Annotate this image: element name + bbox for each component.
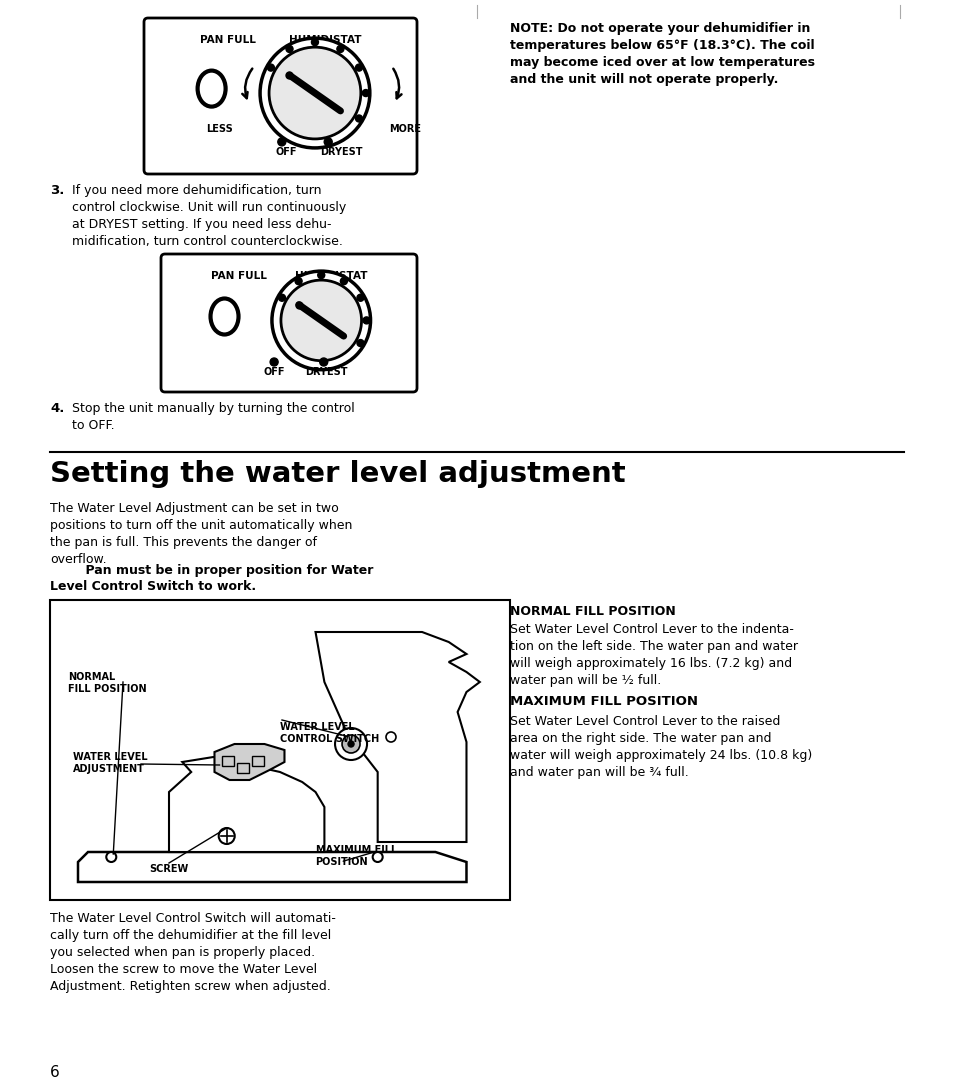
Circle shape [342,735,359,753]
Circle shape [278,295,285,301]
FancyBboxPatch shape [222,756,234,766]
Text: NOTE: Do not operate your dehumidifier in
temperatures below 65°F (18.3°C). The : NOTE: Do not operate your dehumidifier i… [510,22,814,86]
Circle shape [280,281,361,360]
Text: 4.: 4. [50,402,64,415]
Text: Setting the water level adjustment: Setting the water level adjustment [50,460,625,488]
Text: Pan must be in proper position for Water: Pan must be in proper position for Water [68,564,373,577]
Text: NORMAL FILL POSITION: NORMAL FILL POSITION [510,605,675,618]
Text: The Water Level Adjustment can be set in two
positions to turn off the unit auto: The Water Level Adjustment can be set in… [50,502,352,566]
Circle shape [317,272,324,278]
Circle shape [218,828,234,844]
Circle shape [294,277,302,285]
Circle shape [356,340,364,346]
Circle shape [356,295,364,301]
Circle shape [260,38,370,148]
Circle shape [336,45,343,53]
Text: Stop the unit manually by turning the control
to OFF.: Stop the unit manually by turning the co… [71,402,355,432]
Polygon shape [315,632,479,842]
Circle shape [340,277,347,285]
Text: MORE: MORE [389,124,420,134]
Text: WATER LEVEL
ADJUSTMENT: WATER LEVEL ADJUSTMENT [73,752,148,774]
Circle shape [311,39,318,45]
Text: OFF: OFF [274,147,296,158]
FancyBboxPatch shape [253,756,264,766]
Text: PAN FULL: PAN FULL [199,35,255,45]
Text: DRYEST: DRYEST [320,147,362,158]
Text: Set Water Level Control Lever to the raised
area on the right side. The water pa: Set Water Level Control Lever to the rai… [510,715,811,779]
Text: LESS: LESS [206,124,233,134]
Text: Level Control Switch to work.: Level Control Switch to work. [50,581,255,593]
Circle shape [324,138,332,146]
Text: PAN FULL: PAN FULL [212,271,267,281]
Text: MAXIMUM FILL
POSITION: MAXIMUM FILL POSITION [315,846,396,868]
Circle shape [106,852,116,862]
Circle shape [348,741,354,747]
Text: OFF: OFF [263,368,285,378]
FancyBboxPatch shape [161,254,416,392]
Text: MAXIMUM FILL POSITION: MAXIMUM FILL POSITION [510,695,698,708]
Circle shape [373,852,382,862]
Text: WATER LEVEL
CONTROL SWITCH: WATER LEVEL CONTROL SWITCH [280,722,379,743]
Circle shape [269,47,360,139]
Text: DRYEST: DRYEST [305,368,347,378]
Text: 6: 6 [50,1065,60,1079]
FancyBboxPatch shape [50,600,510,900]
Circle shape [277,138,286,146]
Polygon shape [78,852,466,882]
Text: NORMAL
FILL POSITION: NORMAL FILL POSITION [68,672,147,694]
FancyBboxPatch shape [237,763,250,773]
Text: HUMIDISTAT: HUMIDISTAT [294,271,367,281]
Text: Set Water Level Control Lever to the indenta-
tion on the left side. The water p: Set Water Level Control Lever to the ind… [510,623,797,687]
Circle shape [286,45,293,53]
Polygon shape [169,757,324,852]
Circle shape [362,90,369,96]
Circle shape [386,732,395,742]
Circle shape [355,64,362,71]
Text: 3.: 3. [50,185,64,197]
Text: If you need more dehumidification, turn
control clockwise. Unit will run continu: If you need more dehumidification, turn … [71,185,346,248]
Circle shape [363,317,370,324]
Text: The Water Level Control Switch will automati-
cally turn off the dehumidifier at: The Water Level Control Switch will auto… [50,912,335,993]
Circle shape [319,358,328,366]
Circle shape [335,728,367,760]
Polygon shape [214,745,284,780]
Circle shape [272,271,370,370]
FancyBboxPatch shape [144,18,416,174]
Text: HUMIDISTAT: HUMIDISTAT [289,35,361,45]
Ellipse shape [197,70,225,107]
Circle shape [270,358,278,366]
Ellipse shape [211,299,238,334]
Circle shape [355,115,362,122]
Text: SCREW: SCREW [150,864,189,874]
Circle shape [267,64,274,71]
